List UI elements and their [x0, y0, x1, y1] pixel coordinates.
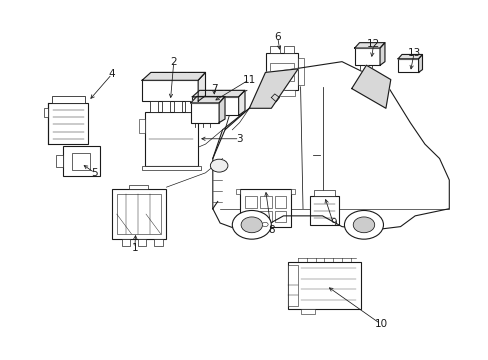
Circle shape: [232, 211, 271, 239]
Polygon shape: [397, 54, 422, 59]
Bar: [268, 90, 295, 96]
Bar: [185, 101, 193, 112]
Polygon shape: [219, 96, 224, 123]
Bar: [63, 146, 100, 176]
Text: 3: 3: [236, 134, 243, 144]
Text: 11: 11: [242, 75, 256, 85]
Circle shape: [262, 222, 267, 226]
Bar: [142, 80, 198, 101]
Text: 9: 9: [329, 218, 336, 228]
Polygon shape: [198, 72, 205, 101]
Text: 10: 10: [374, 319, 387, 329]
Polygon shape: [192, 90, 244, 97]
Polygon shape: [351, 65, 390, 108]
Bar: [235, 189, 239, 194]
Bar: [397, 59, 418, 72]
Bar: [43, 108, 48, 117]
Bar: [122, 239, 130, 246]
Bar: [354, 48, 379, 65]
Polygon shape: [190, 96, 224, 103]
Polygon shape: [249, 69, 298, 108]
Bar: [162, 101, 169, 112]
Bar: [288, 262, 360, 309]
Bar: [260, 211, 271, 222]
Bar: [192, 97, 238, 116]
Text: 12: 12: [366, 39, 380, 49]
Bar: [150, 101, 158, 112]
Bar: [154, 239, 162, 246]
Circle shape: [241, 217, 262, 233]
Bar: [129, 185, 148, 189]
Text: 7: 7: [210, 84, 217, 94]
Bar: [297, 58, 303, 85]
Polygon shape: [379, 42, 384, 65]
Text: 1: 1: [131, 243, 138, 253]
Bar: [112, 189, 165, 239]
Bar: [139, 119, 144, 134]
Polygon shape: [418, 54, 422, 72]
Bar: [142, 166, 200, 170]
Bar: [290, 189, 294, 194]
Bar: [274, 211, 286, 222]
Bar: [310, 196, 338, 225]
Bar: [239, 189, 290, 226]
Text: 8: 8: [267, 225, 274, 235]
Bar: [52, 96, 84, 103]
Bar: [190, 103, 219, 123]
Circle shape: [352, 217, 374, 233]
Bar: [265, 53, 297, 90]
Text: 6: 6: [274, 32, 281, 41]
Bar: [245, 197, 257, 208]
Circle shape: [344, 211, 383, 239]
Bar: [269, 63, 293, 81]
Bar: [260, 197, 271, 208]
Text: 5: 5: [91, 168, 98, 178]
Circle shape: [210, 159, 227, 172]
Bar: [284, 46, 294, 53]
Bar: [117, 194, 160, 234]
Polygon shape: [354, 42, 384, 48]
Bar: [48, 103, 88, 144]
Text: 4: 4: [108, 69, 115, 79]
Bar: [245, 211, 257, 222]
Bar: [56, 155, 63, 167]
Bar: [314, 190, 334, 196]
Bar: [138, 239, 146, 246]
Text: 13: 13: [407, 48, 420, 58]
Bar: [269, 46, 279, 53]
Bar: [288, 265, 298, 306]
Bar: [144, 112, 198, 166]
Polygon shape: [238, 90, 244, 116]
Bar: [274, 197, 286, 208]
Polygon shape: [142, 72, 205, 80]
Bar: [72, 153, 90, 170]
Bar: [173, 101, 181, 112]
Text: 2: 2: [170, 57, 177, 67]
Bar: [300, 309, 315, 315]
